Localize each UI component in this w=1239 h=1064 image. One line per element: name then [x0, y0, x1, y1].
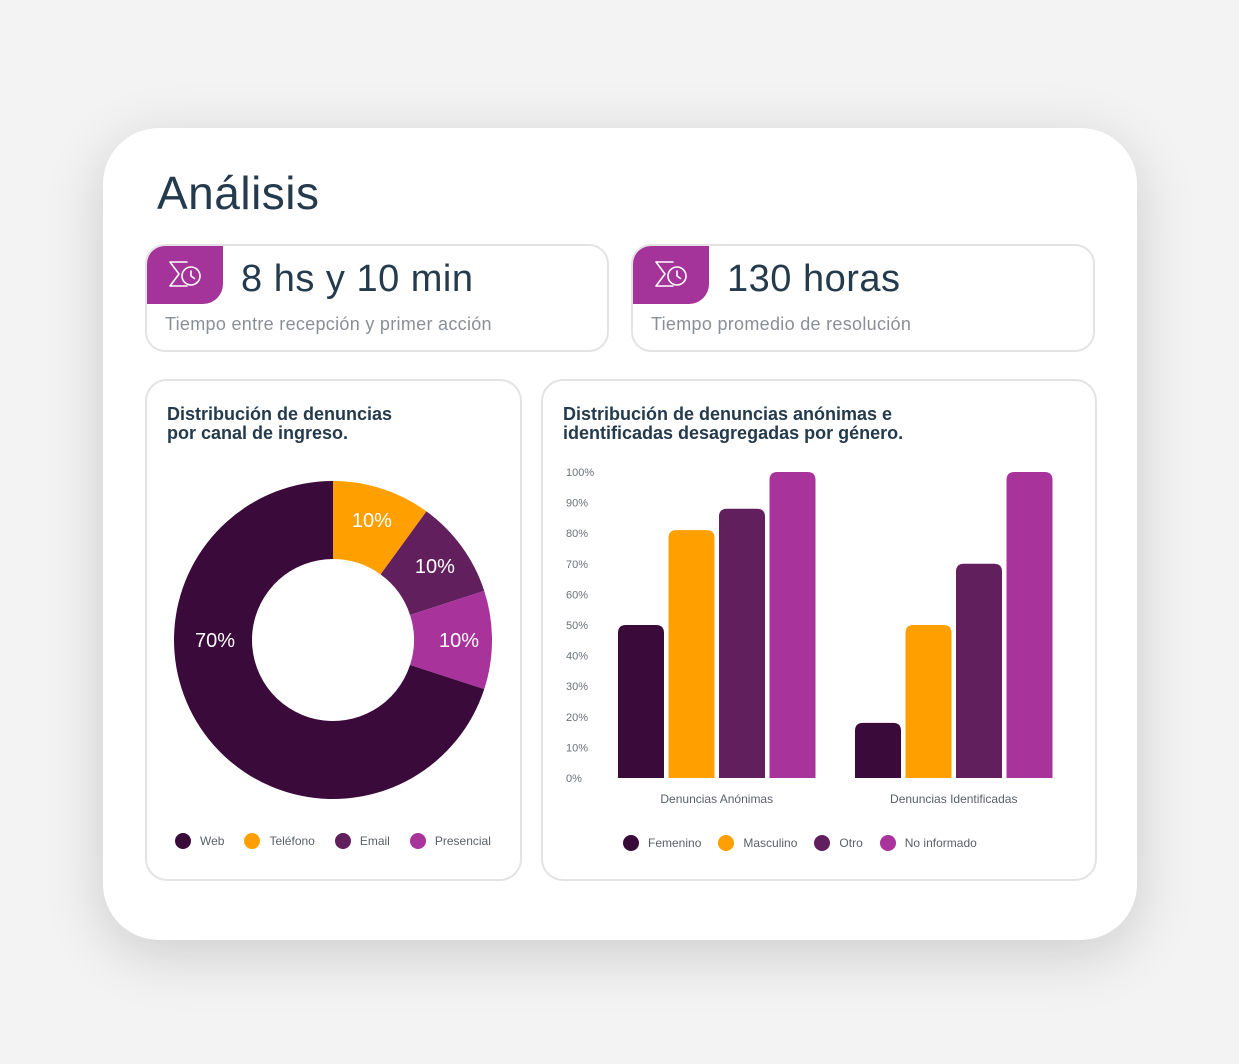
stat-label: Tiempo promedio de resolución	[651, 314, 912, 334]
stat-label: Tiempo entre recepción y primer acción	[165, 314, 492, 334]
legend-label: Web	[200, 834, 225, 848]
y-tick-label: 100%	[566, 467, 594, 479]
legend-swatch	[623, 835, 639, 851]
y-tick-label: 70%	[566, 559, 588, 571]
legend-label: Teléfono	[269, 834, 315, 848]
bar-legend: Femenino Masculino Otro No informado	[623, 835, 994, 851]
sigma-clock-icon	[633, 246, 709, 304]
donut-slice-email	[380, 511, 485, 615]
y-tick-label: 60%	[566, 589, 588, 601]
legend-swatch	[409, 833, 426, 849]
stat-card-resolution: 130 horas Tiempo promedio de resolución	[631, 244, 1095, 352]
channel-distribution-panel: Distribución de denuncias por canal de i…	[145, 379, 522, 881]
legend-item-no-informado: No informado	[879, 835, 977, 851]
bar-femenino	[618, 625, 664, 778]
bar-no-informado	[769, 472, 816, 778]
y-tick-label: 10%	[566, 742, 588, 754]
donut-slice-teléfono	[333, 481, 427, 575]
bar-no-informado	[1006, 472, 1053, 778]
x-category-label: Denuncias Identificadas	[890, 792, 1017, 806]
donut-label: 10%	[439, 630, 479, 652]
y-tick-label: 90%	[566, 498, 588, 510]
y-tick-label: 30%	[566, 681, 588, 693]
legend-label: Presencial	[434, 834, 491, 848]
x-category-label: Denuncias Anónimas	[660, 792, 773, 806]
bar-chart-title: Distribución de denuncias anónimas e ide…	[563, 404, 904, 443]
y-tick-label: 40%	[566, 651, 588, 663]
stat-card-first-action: 8 hs y 10 min Tiempo entre recepción y p…	[145, 244, 609, 352]
donut-slice-web	[173, 481, 485, 799]
legend-swatch	[175, 833, 191, 849]
bar-masculino	[668, 530, 715, 778]
legend-item-web: Web	[175, 833, 224, 849]
donut-label: 70%	[195, 630, 235, 652]
donut-slice-presencial	[410, 590, 492, 690]
bar-otro	[719, 508, 765, 778]
donut-label: 10%	[415, 556, 455, 578]
bar-femenino	[855, 722, 901, 778]
pie-chart-title: Distribución de denuncias por canal de i…	[167, 404, 393, 443]
stat-value: 8 hs y 10 min	[241, 258, 474, 300]
legend-item-telefono: Teléfono	[244, 833, 315, 849]
legend-label: Masculino	[743, 836, 798, 850]
analysis-card: Análisis 8 hs y 10 min Tiempo entre rece…	[103, 128, 1137, 940]
bar-otro	[956, 563, 1002, 778]
legend-item-otro: Otro	[814, 835, 863, 851]
pie-legend: Web Teléfono Email Presencial	[175, 833, 511, 849]
legend-label: Email	[359, 834, 390, 848]
page-title: Análisis	[157, 167, 320, 219]
legend-item-presencial: Presencial	[409, 833, 491, 849]
legend-item-femenino: Femenino	[623, 835, 701, 851]
legend-item-masculino: Masculino	[718, 835, 797, 851]
legend-swatch	[814, 835, 831, 851]
donut-label: 10%	[352, 510, 392, 532]
legend-label: No informado	[904, 836, 977, 850]
legend-swatch	[879, 835, 896, 851]
legend-swatch	[718, 835, 735, 851]
y-tick-label: 50%	[566, 620, 588, 632]
bar-chart: 0% 10% 20% 30% 40% 50% 60% 70% 80% 90% 100% Denunci…	[566, 467, 1053, 806]
legend-item-email: Email	[334, 833, 390, 849]
legend-swatch	[334, 833, 351, 849]
y-tick-label: 80%	[566, 528, 588, 540]
gender-distribution-panel: Distribución de denuncias anónimas e ide…	[541, 379, 1097, 881]
stat-value: 130 horas	[727, 258, 901, 300]
y-tick-label: 20%	[566, 712, 588, 724]
y-tick-label: 0%	[566, 773, 582, 785]
bar-masculino	[905, 625, 952, 778]
donut-chart: 10% 10% 10% 70%	[173, 481, 492, 799]
legend-label: Femenino	[648, 836, 702, 850]
legend-label: Otro	[839, 836, 863, 850]
sigma-clock-icon	[147, 246, 223, 304]
legend-swatch	[244, 833, 261, 849]
